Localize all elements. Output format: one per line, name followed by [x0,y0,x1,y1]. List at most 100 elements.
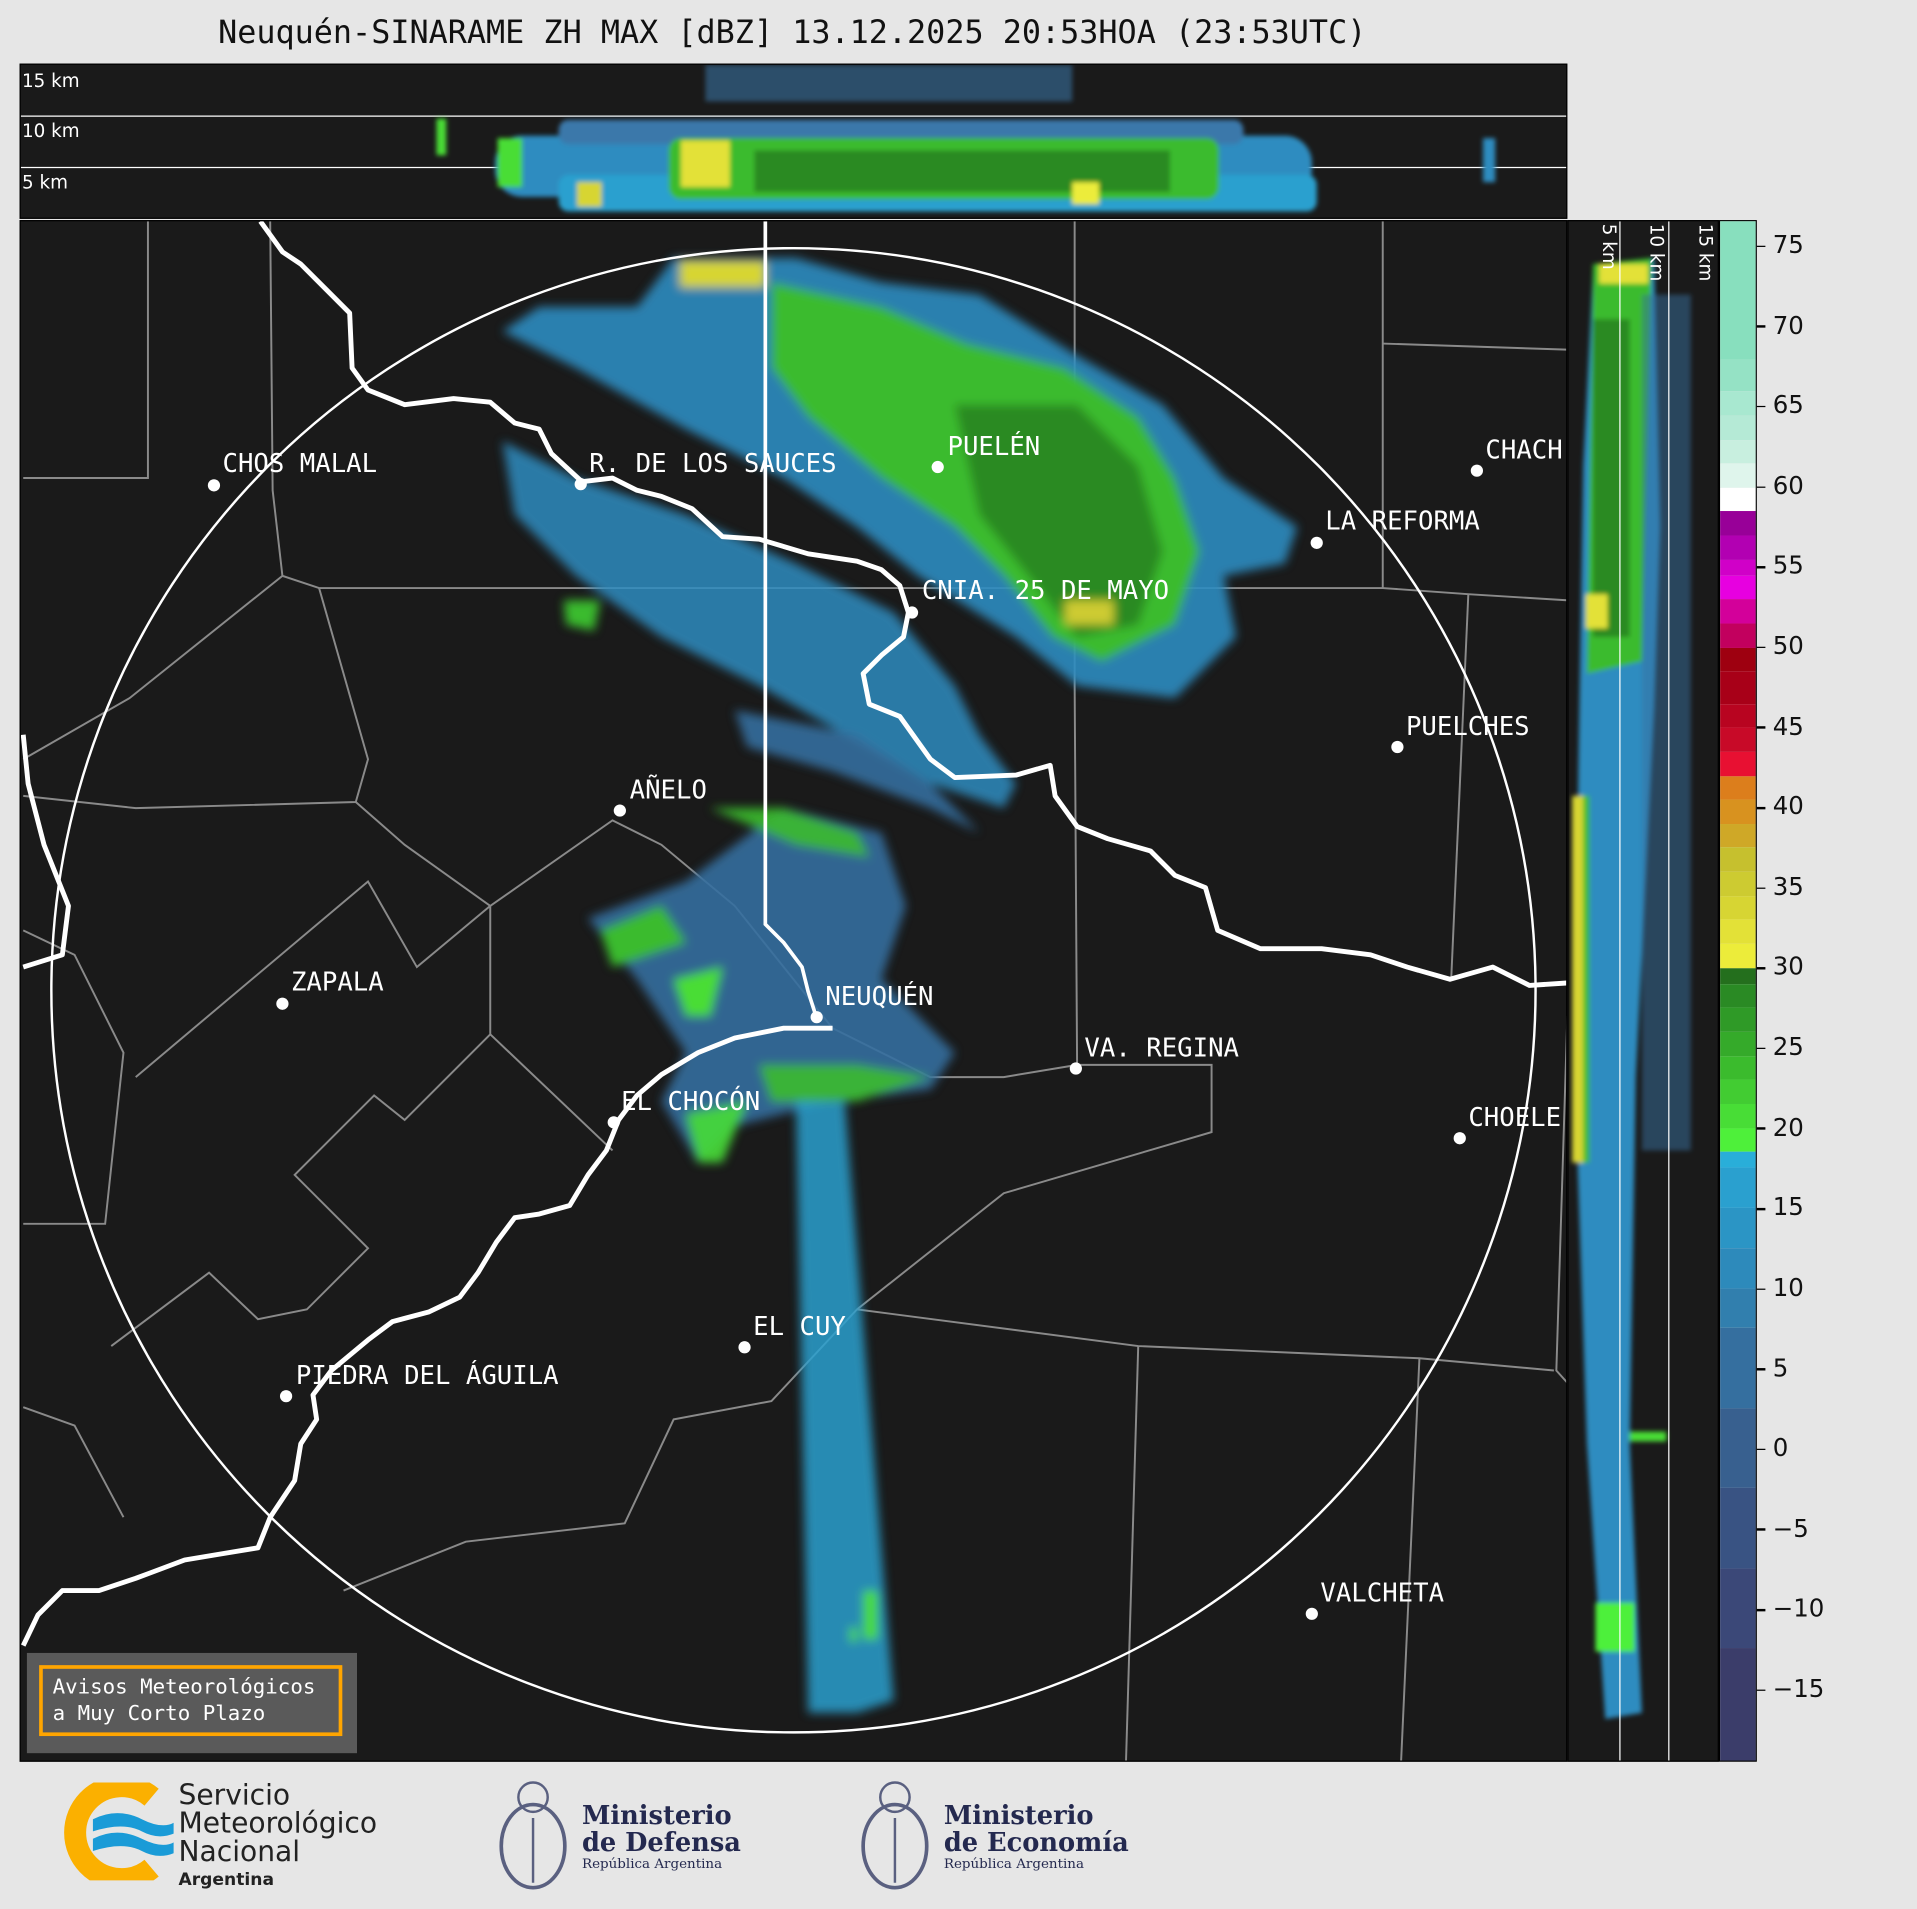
colorbar-tick-label: 75 [1757,230,1804,259]
colorbar-bin [1720,535,1756,560]
colorbar-bin [1720,1648,1756,1761]
colorbar-bin [1720,391,1756,416]
ministry-line: Ministerio [943,1799,1094,1831]
colorbar-bin [1720,751,1756,776]
colorbar-tick-label: −15 [1757,1674,1825,1703]
city-label: LA REFORMA [1325,506,1480,536]
radar-map[interactable]: CHOS MALAL R. DE LOS SAUCES PUELÉN CHACH… [19,220,1568,1762]
city-marker [613,804,626,817]
notice-link[interactable]: Avisos Meteorológicos a Muy Corto Plazo [39,1665,343,1737]
city-marker [279,1390,293,1403]
smn-line: Argentina [178,1870,275,1891]
colorbar-tick-label: 45 [1757,711,1804,740]
colorbar-bin [1720,575,1756,600]
colorbar-bin [1720,1055,1756,1080]
ministry-line: de Economía [943,1826,1129,1858]
colorbar-tick-label: 35 [1757,872,1804,901]
smn-line: Meteorológico [178,1808,378,1840]
level-label-15km: 15 km [1694,223,1717,282]
colorbar-tick-label: 15 [1757,1192,1804,1221]
colorbar-bin [1720,1207,1756,1249]
colorbar-tick-label: −10 [1757,1593,1825,1622]
colorbar-tick-label: 0 [1757,1433,1789,1462]
city-label: ZAPALA [290,967,384,997]
city-label: R. DE LOS SAUCES [589,448,837,479]
top-cross-section: 15 km 10 km 5 km [19,63,1568,219]
colorbar-bin [1720,1031,1756,1056]
city-marker [276,997,289,1010]
city-marker [207,479,221,492]
province-borders [22,221,1567,1761]
coat-of-arms-icon [499,1781,567,1890]
colorbar-bin [1720,623,1756,648]
colorbar-tick-label: 30 [1757,952,1804,981]
city-marker [1470,464,1483,477]
colorbar-bin [1720,943,1756,968]
colorbar-tick-label: 5 [1757,1353,1789,1382]
colorbar-bin [1720,415,1756,440]
colorbar-bin [1720,559,1756,576]
colorbar-bin [1720,359,1756,392]
colorbar-bin [1720,1288,1756,1329]
city-marker [607,1116,620,1129]
colorbar-tick-label: 60 [1757,470,1804,499]
colorbar-bin [1720,1568,1756,1649]
city-label: CNIA. 25 DE MAYO [921,575,1170,606]
colorbar-bin [1720,919,1756,944]
right-cross-section-echoes [1572,221,1691,1761]
smn-line: Servicio [178,1780,291,1812]
colorbar-tick-label: 55 [1757,551,1804,580]
level-label-15km: 15 km [22,69,80,92]
city-marker [1453,1132,1466,1145]
colorbar-bin [1720,1127,1756,1152]
colorbar-bin [1720,1167,1756,1208]
colorbar-bin [1720,847,1756,872]
colorbar-tick-label: 65 [1757,390,1804,419]
notice-line-1: Avisos Meteorológicos [52,1674,316,1700]
ministry-line: Ministerio [581,1799,732,1831]
level-label-5km: 5 km [1597,223,1620,270]
city-label: EL CUY [753,1311,846,1342]
colorbar-bin [1720,775,1756,800]
city-marker [1305,1607,1318,1620]
level-label-10km: 10 km [1645,223,1668,282]
colorbar-tick-label: 20 [1757,1112,1804,1141]
ministry-line: República Argentina [943,1855,1084,1872]
notice-panel[interactable]: Avisos Meteorológicos a Muy Corto Plazo [26,1652,357,1754]
colorbar-bin [1720,1007,1756,1032]
city-label: CHACH [1485,435,1563,465]
city-marker [810,1011,823,1024]
colorbar-bin [1720,671,1756,704]
city-marker [574,478,587,491]
colorbar-bin [1720,1488,1756,1569]
colorbar-bin [1720,871,1756,896]
city-label: VA. REGINA [1084,1033,1240,1063]
radar-map-graphics [20,221,1567,1761]
city-label: PUELÉN [947,431,1041,461]
colorbar-bin [1720,1151,1756,1168]
colorbar-bin [1720,221,1756,360]
colorbar-tick-label: 50 [1757,631,1804,660]
colorbar-bin [1720,823,1756,848]
city-marker [1069,1062,1082,1075]
city-marker [738,1341,751,1354]
smn-line: Nacional [178,1836,301,1869]
reflectivity-echoes [502,257,1298,1713]
city-label: PUELCHES [1405,711,1530,741]
smn-logo-text: Servicio Meteorológico Nacional Argentin… [178,1780,378,1895]
city-marker [1391,740,1404,754]
level-label-5km: 5 km [22,171,69,194]
city-label: EL CHOCÓN [621,1086,761,1117]
colorbar-bin [1720,511,1756,536]
colorbar-tick-label: −5 [1757,1513,1809,1542]
city-marker [905,606,919,619]
colorbar-bin [1720,599,1756,624]
ministry-line: República Argentina [581,1855,723,1872]
colorbar-bin [1720,983,1756,1008]
colorbar-tick-label: 70 [1757,310,1804,339]
ministry-line: de Defensa [581,1826,741,1858]
colorbar-bin [1720,799,1756,824]
colorbar-bin [1720,703,1756,728]
right-cross-section: 5 km 10 km 15 km [1567,220,1719,1762]
